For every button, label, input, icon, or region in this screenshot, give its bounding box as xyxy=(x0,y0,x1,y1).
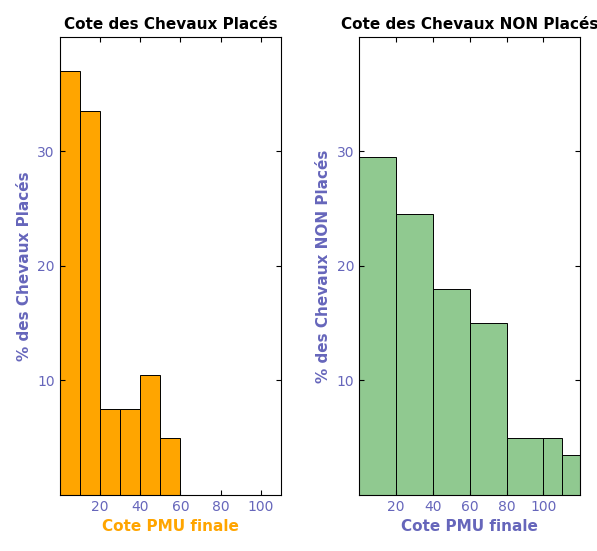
X-axis label: Cote PMU finale: Cote PMU finale xyxy=(401,520,538,534)
Bar xyxy=(543,437,562,495)
Bar xyxy=(433,289,470,495)
Y-axis label: % des Chevaux NON Placés: % des Chevaux NON Placés xyxy=(316,149,331,382)
Title: Cote des Chevaux NON Placés: Cote des Chevaux NON Placés xyxy=(341,17,597,31)
Bar xyxy=(506,437,543,495)
Bar xyxy=(396,214,433,495)
Bar xyxy=(562,455,580,495)
Bar xyxy=(161,437,180,495)
Bar xyxy=(100,409,120,495)
Bar xyxy=(60,71,80,495)
Bar xyxy=(120,409,140,495)
Bar xyxy=(140,375,161,495)
Title: Cote des Chevaux Placés: Cote des Chevaux Placés xyxy=(64,17,277,31)
Bar xyxy=(470,323,506,495)
Y-axis label: % des Chevaux Placés: % des Chevaux Placés xyxy=(17,171,32,361)
Bar xyxy=(359,157,396,495)
Bar xyxy=(80,111,100,495)
X-axis label: Cote PMU finale: Cote PMU finale xyxy=(102,520,239,534)
